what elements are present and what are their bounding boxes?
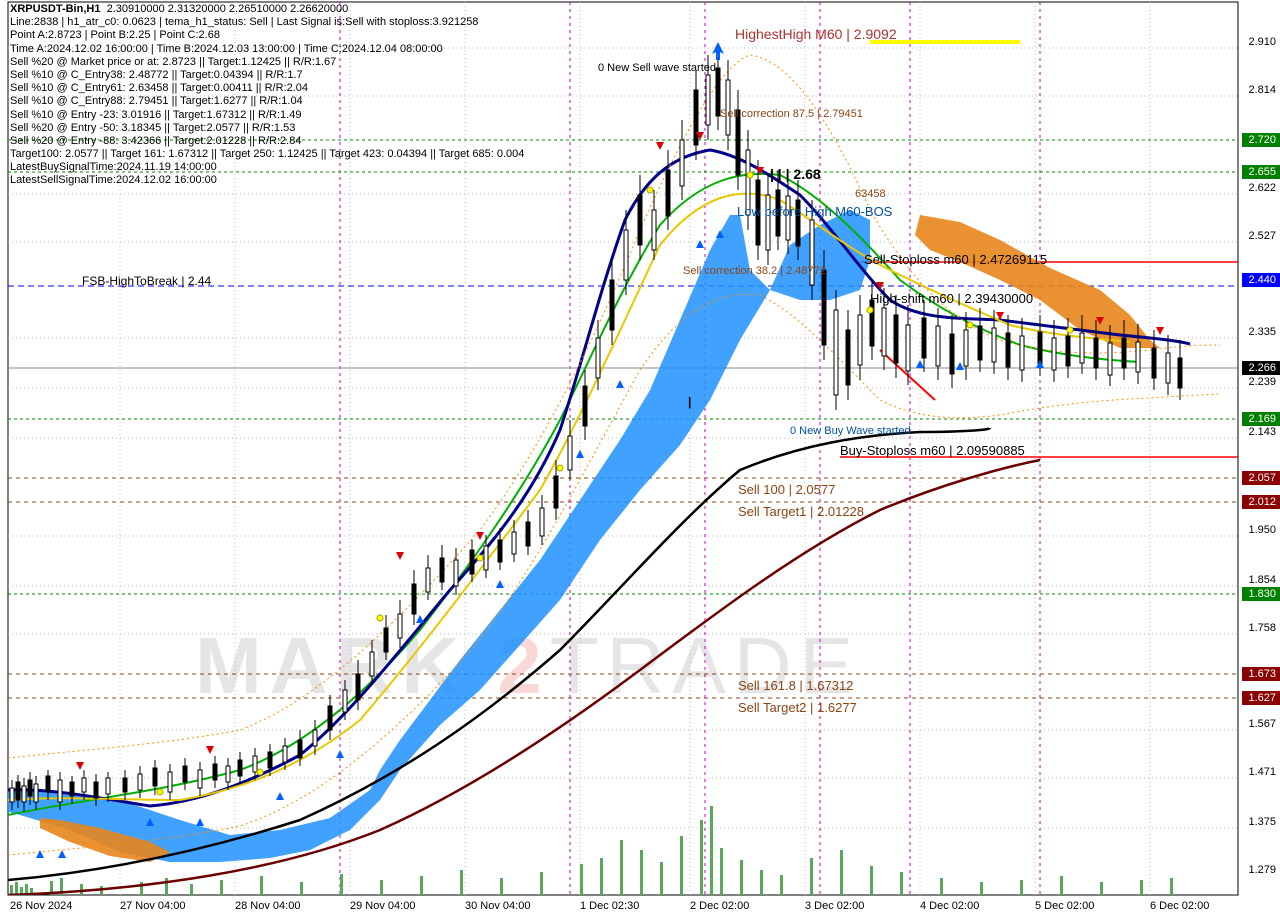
y-axis-label: 1.375: [1248, 816, 1276, 828]
x-axis-label: 5 Dec 02:00: [1035, 900, 1094, 912]
price-tag: 2.720: [1242, 133, 1280, 147]
y-axis-label: 2.239: [1248, 376, 1276, 388]
label-sell-corr-618: 63458: [855, 188, 886, 200]
y-axis-label: 1.854: [1248, 574, 1276, 586]
y-axis-label: 2.910: [1248, 36, 1276, 48]
price-tag: 2.169: [1242, 412, 1280, 426]
x-axis-label: 26 Nov 2024: [10, 900, 72, 912]
price-tag: 2.012: [1242, 495, 1280, 509]
price-tag: 2.266: [1242, 361, 1280, 375]
label-point-pipe: |: [688, 395, 691, 409]
x-axis-label: 3 Dec 02:00: [805, 900, 864, 912]
label-point-c: | | | 2.68: [770, 166, 821, 182]
label-highest-high: HighestHigh M60 | 2.9092: [735, 26, 897, 42]
price-tag: 1.673: [1242, 667, 1280, 681]
label-new-sell-wave: 0 New Sell wave started: [598, 62, 716, 74]
price-tag: 1.627: [1242, 691, 1280, 705]
label-sell-161: Sell 161.8 | 1.67312: [738, 678, 853, 693]
y-axis-label: 1.758: [1248, 622, 1276, 634]
label-sell-corr-875: Sell correction 87.5 | 2.79451: [720, 108, 863, 120]
x-axis-label: 6 Dec 02:00: [1150, 900, 1209, 912]
wave-start-arrow-icon: [712, 42, 724, 60]
y-axis-label: 1.279: [1248, 864, 1276, 876]
label-sell-stoploss: Sell-Stoploss m60 | 2.47269115: [864, 252, 1047, 267]
y-axis-label: 2.814: [1248, 84, 1276, 96]
price-tag: 2.440: [1242, 273, 1280, 287]
y-axis-label: 2.622: [1248, 182, 1276, 194]
x-axis-label: 4 Dec 02:00: [920, 900, 979, 912]
price-tag: 2.057: [1242, 471, 1280, 485]
y-axis-label: 2.143: [1248, 426, 1276, 438]
label-sell-target1: Sell Target1 | 2.01228: [738, 504, 864, 519]
label-sell-100: Sell 100 | 2.0577: [738, 482, 835, 497]
label-fsb-high: FSB-HighToBreak | 2.44: [82, 274, 211, 288]
y-axis-label: 2.527: [1248, 230, 1276, 242]
y-axis-label: 1.567: [1248, 718, 1276, 730]
x-axis-label: 27 Nov 04:00: [120, 900, 185, 912]
x-axis-label: 2 Dec 02:00: [690, 900, 749, 912]
y-axis-label: 1.950: [1248, 524, 1276, 536]
label-sell-target2: Sell Target2 | 1.6277: [738, 700, 857, 715]
y-axis-label: 1.471: [1248, 766, 1276, 778]
label-low-before-high: Low before High M60-BOS: [737, 204, 892, 219]
price-tag: 2.655: [1242, 165, 1280, 179]
chart-header-info: XRPUSDT-Bin,H1 2.30910000 2.31320000 2.2…: [10, 3, 524, 188]
label-new-buy-wave: 0 New Buy Wave started: [790, 425, 911, 437]
price-tag: 1.830: [1242, 587, 1280, 601]
x-axis-label: 1 Dec 02:30: [580, 900, 639, 912]
label-high-shift: High-shift m60 | 2.39430000: [870, 291, 1033, 306]
x-axis-label: 28 Nov 04:00: [235, 900, 300, 912]
x-axis-label: 30 Nov 04:00: [465, 900, 530, 912]
label-sell-corr-382: Sell correction 38.2 | 2.48772: [683, 265, 826, 277]
y-axis-label: 2.335: [1248, 326, 1276, 338]
label-buy-stoploss: Buy-Stoploss m60 | 2.09590885: [840, 443, 1025, 458]
x-axis-label: 29 Nov 04:00: [350, 900, 415, 912]
